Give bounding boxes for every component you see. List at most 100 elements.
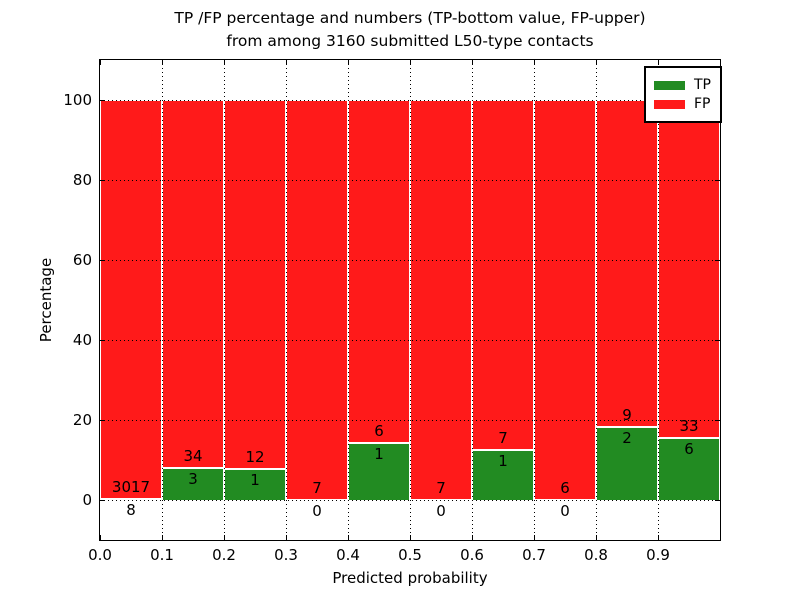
y-tick-right-80 bbox=[715, 180, 720, 181]
x-tick-top-6 bbox=[472, 60, 473, 65]
legend-row-tp: TP bbox=[654, 77, 711, 93]
x-tick-top-1 bbox=[162, 60, 163, 65]
x-tick-label-0.2: 0.2 bbox=[212, 546, 236, 564]
legend: TP FP bbox=[644, 66, 722, 123]
bar-segment-fp-2 bbox=[224, 100, 286, 469]
x-axis-label: Predicted probability bbox=[332, 569, 488, 587]
gridline-x-9 bbox=[658, 60, 659, 540]
y-tick-right-0 bbox=[715, 500, 720, 501]
x-tick-bottom-4 bbox=[348, 535, 349, 540]
x-tick-bottom-2 bbox=[224, 535, 225, 540]
x-tick-top-2 bbox=[224, 60, 225, 65]
x-tick-bottom-3 bbox=[286, 535, 287, 540]
x-tick-label-0.0: 0.0 bbox=[88, 546, 112, 564]
bar-label-fp-3: 7 bbox=[312, 479, 322, 497]
bar-segment-fp-0 bbox=[100, 100, 162, 499]
bar-label-fp-9: 33 bbox=[679, 417, 699, 436]
fp-swatch-icon bbox=[654, 99, 685, 109]
bar-label-tp-5: 0 bbox=[436, 502, 446, 520]
bar-segment-fp-7 bbox=[534, 100, 596, 500]
y-tick-right-20 bbox=[715, 420, 720, 421]
y-tick-left-80 bbox=[100, 180, 105, 181]
y-tick-label-80: 80 bbox=[72, 171, 92, 189]
plot-area: 3017 8 34 3 12 1 7 0 6 1 7 0 7 1 6 0 9 2 33 6 TP FP bbox=[99, 59, 722, 541]
x-tick-top-9 bbox=[658, 60, 659, 65]
x-tick-bottom-9 bbox=[658, 535, 659, 540]
gridline-x-3 bbox=[286, 60, 287, 540]
bar-segment-fp-1 bbox=[162, 100, 224, 468]
y-tick-label-100: 100 bbox=[63, 91, 92, 109]
y-tick-left-60 bbox=[100, 260, 105, 261]
bar-segment-tp-0 bbox=[100, 498, 162, 500]
bar-segment-fp-4 bbox=[348, 100, 410, 443]
y-tick-right-40 bbox=[715, 340, 720, 341]
bar-label-fp-4: 6 bbox=[374, 421, 384, 440]
bar-label-fp-0: 3017 bbox=[111, 477, 151, 496]
bar-segment-fp-9 bbox=[658, 100, 720, 438]
bar-segment-fp-6 bbox=[472, 100, 534, 450]
chart-title-line2: from among 3160 submitted L50-type conta… bbox=[226, 32, 594, 50]
gridline-x-1 bbox=[162, 60, 163, 540]
x-tick-top-7 bbox=[534, 60, 535, 65]
bar-label-fp-7: 6 bbox=[560, 479, 570, 497]
bar-label-tp-1: 3 bbox=[188, 469, 198, 488]
legend-label-fp: FP bbox=[694, 96, 711, 112]
x-tick-label-0.8: 0.8 bbox=[584, 546, 608, 564]
bar-label-tp-6: 1 bbox=[498, 452, 508, 470]
bar-label-tp-3: 0 bbox=[312, 502, 322, 520]
gridline-x-2 bbox=[224, 60, 225, 540]
y-tick-label-40: 40 bbox=[72, 331, 92, 349]
x-tick-top-10 bbox=[720, 60, 721, 65]
gridline-x-7 bbox=[534, 60, 535, 540]
bar-label-fp-8: 9 bbox=[622, 406, 632, 425]
x-tick-label-0.6: 0.6 bbox=[460, 546, 484, 564]
bar-label-fp-5: 7 bbox=[436, 479, 446, 497]
bar-label-tp-2: 1 bbox=[250, 471, 260, 490]
bar-segment-fp-8 bbox=[596, 100, 658, 427]
y-tick-label-0: 0 bbox=[82, 491, 92, 509]
x-tick-top-0 bbox=[100, 60, 101, 65]
y-tick-left-40 bbox=[100, 340, 105, 341]
x-tick-label-0.9: 0.9 bbox=[646, 546, 670, 564]
bar-label-fp-6: 7 bbox=[498, 429, 508, 447]
bar-label-fp-1: 34 bbox=[183, 446, 203, 465]
bar-label-tp-8: 2 bbox=[622, 429, 632, 448]
y-tick-right-60 bbox=[715, 260, 720, 261]
x-tick-bottom-1 bbox=[162, 535, 163, 540]
y-tick-label-20: 20 bbox=[72, 411, 92, 429]
x-tick-bottom-6 bbox=[472, 535, 473, 540]
x-tick-label-0.4: 0.4 bbox=[336, 546, 360, 564]
gridline-x-6 bbox=[472, 60, 473, 540]
y-tick-left-0 bbox=[100, 500, 105, 501]
bar-label-tp-7: 0 bbox=[560, 502, 570, 520]
gridline-x-4 bbox=[348, 60, 349, 540]
x-tick-bottom-7 bbox=[534, 535, 535, 540]
bar-label-tp-9: 6 bbox=[684, 440, 694, 459]
x-tick-label-0.7: 0.7 bbox=[522, 546, 546, 564]
bar-segment-fp-3 bbox=[286, 100, 348, 500]
x-tick-bottom-5 bbox=[410, 535, 411, 540]
gridline-x-8 bbox=[596, 60, 597, 540]
x-tick-top-5 bbox=[410, 60, 411, 65]
bar-segment-tp-1 bbox=[162, 467, 224, 500]
y-axis-label: Percentage bbox=[37, 257, 55, 343]
bar-label-tp-4: 1 bbox=[374, 444, 384, 463]
y-tick-left-20 bbox=[100, 420, 105, 421]
x-tick-top-3 bbox=[286, 60, 287, 65]
x-tick-bottom-8 bbox=[596, 535, 597, 540]
x-tick-label-0.1: 0.1 bbox=[150, 546, 174, 564]
bar-label-fp-2: 12 bbox=[245, 448, 265, 467]
bar-segment-tp-9 bbox=[658, 438, 720, 501]
y-tick-label-60: 60 bbox=[72, 251, 92, 269]
chart-title-line1: TP /FP percentage and numbers (TP-bottom… bbox=[174, 9, 646, 27]
gridline-x-5 bbox=[410, 60, 411, 540]
legend-label-tp: TP bbox=[694, 77, 711, 93]
x-tick-top-4 bbox=[348, 60, 349, 65]
bar-segment-tp-6 bbox=[472, 450, 534, 500]
x-tick-label-0.3: 0.3 bbox=[274, 546, 298, 564]
y-tick-left-100 bbox=[100, 100, 105, 101]
bar-label-tp-0: 8 bbox=[126, 500, 136, 519]
x-tick-bottom-0 bbox=[100, 535, 101, 540]
bar-segment-tp-8 bbox=[596, 427, 658, 501]
